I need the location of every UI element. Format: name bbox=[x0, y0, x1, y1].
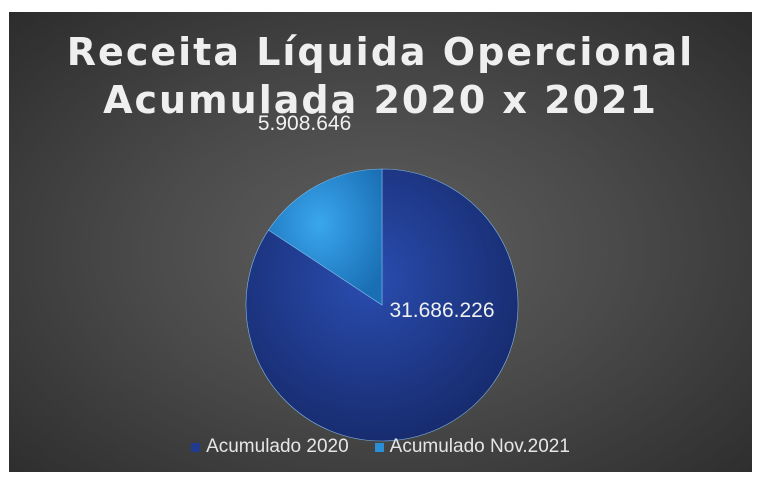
chart-legend: Acumulado 2020 Acumulado Nov.2021 bbox=[9, 436, 752, 458]
legend-label-nov-2021: Acumulado Nov.2021 bbox=[389, 436, 570, 457]
pie-chart: 31.686.226 5.908.646 bbox=[245, 112, 519, 442]
legend-swatch-2020 bbox=[191, 442, 201, 452]
chart-title: Receita Líquida Opercional Acumulada 202… bbox=[9, 28, 752, 124]
pie-slice-acumulado-nov-2021[interactable] bbox=[268, 168, 383, 306]
legend-label-2020: Acumulado 2020 bbox=[206, 436, 349, 457]
chart-title-line-1: Receita Líquida Opercional bbox=[66, 30, 695, 74]
legend-swatch-nov-2021 bbox=[374, 442, 384, 452]
chart-title-line-2: Acumulada 2020 x 2021 bbox=[103, 78, 658, 122]
chart-area: Receita Líquida Opercional Acumulada 202… bbox=[9, 12, 752, 472]
data-label-acumulado-2020: 31.686.226 bbox=[389, 299, 494, 322]
legend-item-nov-2021[interactable]: Acumulado Nov.2021 bbox=[374, 436, 570, 458]
legend-item-2020[interactable]: Acumulado 2020 bbox=[191, 436, 349, 458]
data-label-acumulado-nov-2021: 5.908.646 bbox=[258, 112, 351, 135]
